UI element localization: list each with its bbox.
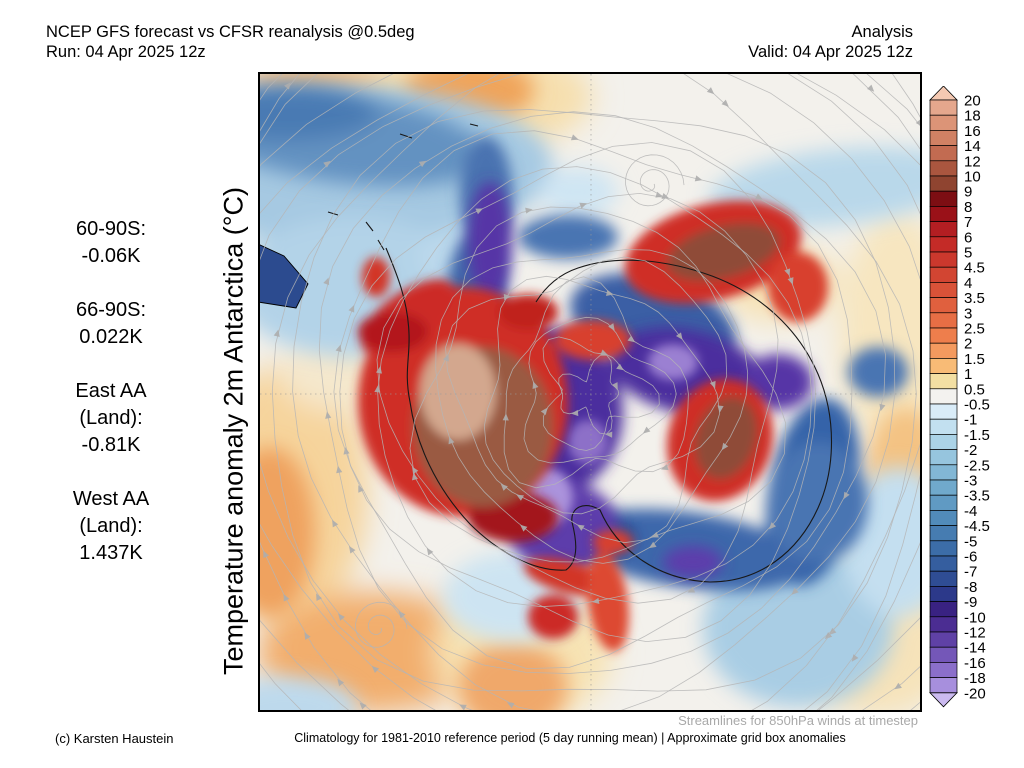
colorbar-tick-label: -2.5 — [964, 457, 990, 474]
colorbar-tick-label: 2.5 — [964, 321, 985, 338]
colorbar-tick-label: -1 — [964, 412, 977, 429]
header-left: NCEP GFS forecast vs CFSR reanalysis @0.… — [46, 22, 415, 62]
colorbar-tick-label: 3 — [964, 305, 972, 322]
colorbar-tick-label: -5 — [964, 533, 977, 550]
stat-line: (Land): — [79, 407, 143, 429]
mode-label: Analysis — [851, 23, 913, 41]
colorbar-tick-label: 12 — [964, 153, 981, 170]
colorbar-tick-label: -2 — [964, 442, 977, 459]
stat-group: East AA (Land): -0.81K — [35, 378, 187, 459]
stat-line: West AA — [72, 488, 150, 510]
stat-line: (Land): — [79, 515, 143, 537]
colorbar-tick-label: -4.5 — [964, 518, 990, 535]
colorbar-tick-label: -9 — [964, 594, 977, 611]
colorbar-arrow-down — [929, 692, 958, 708]
colorbar-tick-label: 5 — [964, 245, 972, 262]
colorbar-tick-label: 6 — [964, 229, 972, 246]
wind-streamlines — [114, 0, 1024, 768]
climatology-note: Climatology for 1981-2010 reference peri… — [294, 731, 846, 745]
colorbar-tick-label: 9 — [964, 184, 972, 201]
colorbar-tick-label: -3.5 — [964, 488, 990, 505]
colorbar-arrow-up — [929, 85, 958, 101]
colorbar-tick-label: -4 — [964, 503, 977, 520]
colorbar-tick-label: -6 — [964, 549, 977, 566]
colorbar-tick-label: -0.5 — [964, 397, 990, 414]
colorbar-tick-label: 14 — [964, 138, 981, 155]
colorbar-tick-label: -14 — [964, 640, 986, 657]
colorbar-tick-label: -7 — [964, 564, 977, 581]
stat-line: East AA — [75, 380, 147, 402]
anomaly-field — [153, 42, 968, 737]
header-right: Analysis Valid: 04 Apr 2025 12z — [748, 22, 913, 62]
y-axis-title: Temperature anomaly 2m Antarctica (°C) — [218, 187, 249, 675]
colorbar-tick-label: 1.5 — [964, 351, 985, 368]
copyright: (c) Karsten Haustein — [55, 731, 174, 746]
stat-line: 1.437K — [79, 542, 143, 564]
colorbar-tick-label: 4 — [964, 275, 972, 292]
colorbar-tick-label: 20 — [964, 93, 981, 110]
colorbar-tick-label: -10 — [964, 609, 986, 626]
stat-line: 0.022K — [79, 326, 143, 348]
colorbar-tick-label: 8 — [964, 199, 972, 216]
stat-group: 66-90S: 0.022K — [35, 297, 187, 351]
stat-line: -0.06K — [81, 245, 141, 267]
colorbar: 20 18 16 14 12 10 9 8 7 6 5 4.5 4 3.5 3 2.5 2 1.5 1 0.5 -0.5… — [929, 85, 1024, 712]
colorbar-tick-label: 10 — [964, 169, 981, 186]
colorbar-tick-label: 16 — [964, 123, 981, 140]
stat-line: 66-90S: — [75, 299, 147, 321]
graticule — [260, 74, 920, 710]
stat-line: 60-90S: — [75, 218, 147, 240]
map-canvas — [114, 0, 1024, 768]
page-title: NCEP GFS forecast vs CFSR reanalysis @0.… — [46, 23, 415, 41]
colorbar-tick-label: -3 — [964, 473, 977, 490]
colorbar-tick-label: 1 — [964, 366, 972, 383]
colorbar-tick-label: -1.5 — [964, 427, 990, 444]
colorbar-tick-label: 7 — [964, 214, 972, 231]
colorbar-tick-label: -8 — [964, 579, 977, 596]
colorbar-tick-label: 4.5 — [964, 260, 985, 277]
region-stats: 60-90S: -0.06K 66-90S: 0.022K East AA (Land):… — [35, 216, 187, 594]
stat-line: -0.81K — [81, 434, 141, 456]
colorbar-tick-label: 0.5 — [964, 381, 985, 398]
map-border — [258, 72, 922, 712]
run-line: Run: 04 Apr 2025 12z — [46, 43, 206, 61]
colorbar-tick-label: 2 — [964, 336, 972, 353]
stat-group: 60-90S: -0.06K — [35, 216, 187, 270]
streamline-note: Streamlines for 850hPa winds at timestep — [678, 713, 918, 728]
valid-line: Valid: 04 Apr 2025 12z — [748, 43, 913, 61]
colorbar-tick-label: -12 — [964, 625, 986, 642]
colorbar-tick-label: 18 — [964, 108, 981, 125]
colorbar-tick-label: -16 — [964, 655, 986, 672]
stat-group: West AA (Land): 1.437K — [35, 486, 187, 567]
colorbar-tick-label: -20 — [964, 685, 986, 702]
colorbar-tick-label: -18 — [964, 670, 986, 687]
colorbar-tick-label: 3.5 — [964, 290, 985, 307]
